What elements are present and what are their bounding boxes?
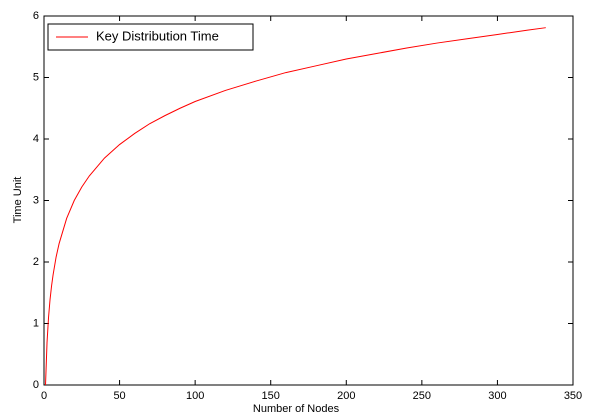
y-tick-label: 2: [33, 256, 39, 268]
x-axis-label: Number of Nodes: [253, 403, 340, 415]
y-tick-label: 5: [33, 71, 39, 83]
y-axis-label: Time Unit: [12, 177, 24, 224]
x-tick-label: 350: [564, 390, 582, 402]
x-tick-label: 200: [337, 390, 355, 402]
y-tick-label: 6: [33, 10, 39, 22]
line-series: [45, 27, 546, 386]
plot-box: [43, 15, 574, 386]
y-tick-label: 1: [33, 317, 39, 329]
x-tick-label: 50: [113, 390, 125, 402]
x-tick-label: 250: [413, 390, 431, 402]
y-tick-label: 3: [33, 194, 39, 206]
x-tick-label: 100: [186, 390, 204, 402]
x-tick-label: 150: [262, 390, 280, 402]
x-tick-label: 0: [41, 390, 47, 402]
y-tick-label: 4: [33, 133, 39, 145]
x-tick-label: 300: [488, 390, 506, 402]
y-tick-label: 0: [33, 379, 39, 391]
legend-label: Key Distribution Time: [96, 28, 219, 43]
